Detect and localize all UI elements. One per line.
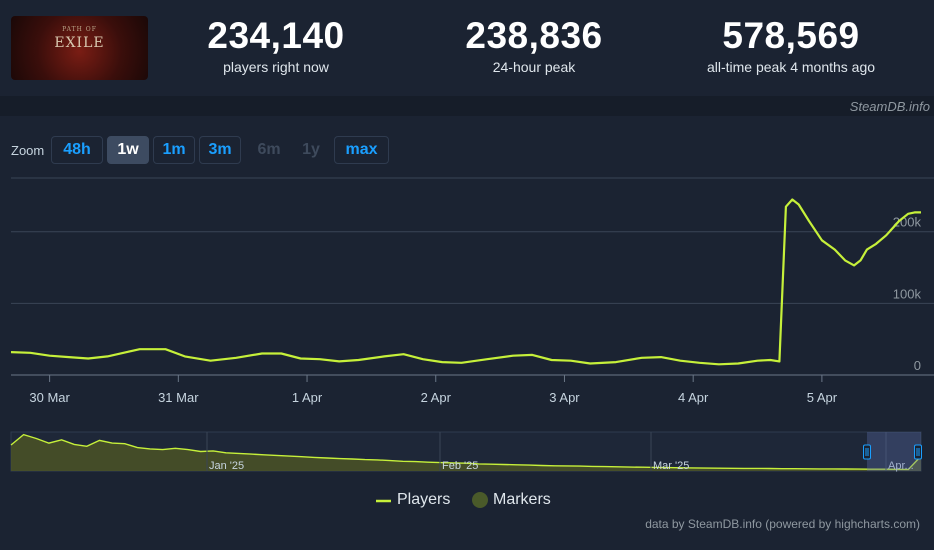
zoom-6m-button: 6m [257, 141, 281, 158]
stat-24h-peak: 238,836 24-hour peak [414, 14, 654, 76]
logo-subtitle: PATH OF [62, 26, 97, 33]
zoom-max-button[interactable]: max [334, 136, 389, 164]
source-credit[interactable]: SteamDB.info [849, 99, 930, 114]
legend-markers-label[interactable]: Markers [493, 491, 551, 508]
zoom-48h-button[interactable]: 48h [51, 136, 103, 164]
header-bar: PATH OF EXILE 234,140 players right now … [0, 0, 934, 96]
stat-24h-label: 24-hour peak [492, 59, 576, 75]
chart-panel [0, 116, 934, 550]
game-logo[interactable]: PATH OF EXILE [11, 16, 148, 80]
zoom-1w-button[interactable]: 1w [107, 136, 149, 164]
stat-all-time-value: 578,569 [722, 15, 860, 56]
footer-credit[interactable]: data by SteamDB.info (powered by highcha… [645, 517, 920, 531]
chart-legend: Players Markers [0, 490, 934, 512]
zoom-3m-button[interactable]: 3m [199, 136, 241, 164]
stat-current-players: 234,140 players right now [156, 14, 396, 76]
stat-24h-value: 238,836 [465, 15, 603, 56]
logo-title: EXILE [54, 35, 105, 51]
stat-current-label: players right now [223, 59, 329, 75]
header-divider-band [0, 96, 934, 116]
stat-current-value: 234,140 [207, 15, 345, 56]
zoom-1y-button: 1y [302, 141, 320, 158]
zoom-1m-button[interactable]: 1m [153, 136, 195, 164]
legend-markers-swatch [472, 492, 488, 508]
stat-all-time-label: all-time peak 4 months ago [706, 59, 876, 75]
stat-all-time-peak: 578,569 all-time peak 4 months ago [671, 14, 911, 76]
zoom-label: Zoom [11, 143, 45, 158]
legend-players-label[interactable]: Players [397, 491, 451, 508]
